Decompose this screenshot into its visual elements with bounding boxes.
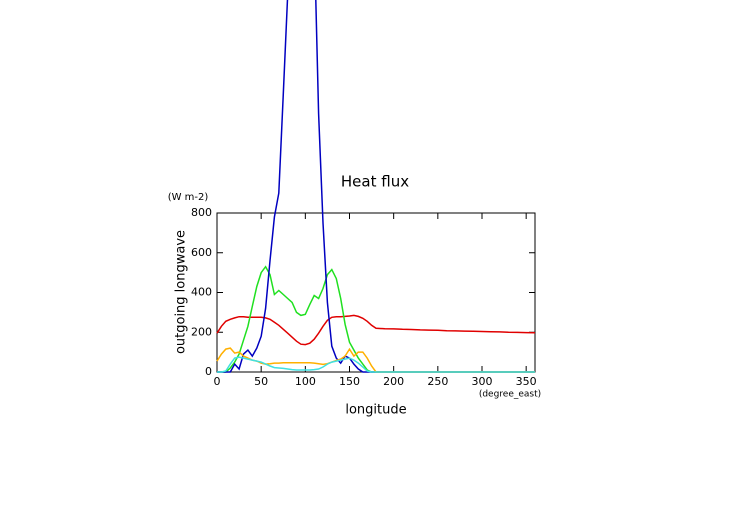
series-line xyxy=(217,356,535,373)
x-tick-label: 300 xyxy=(472,375,493,388)
x-tick-label: 150 xyxy=(339,375,360,388)
x-tick-label: 250 xyxy=(427,375,448,388)
x-tick-label: 350 xyxy=(516,375,537,388)
x-axis-label: longitude xyxy=(345,403,406,418)
y-axis-label: outgoing longwave xyxy=(174,230,189,354)
chart-title: Heat flux xyxy=(341,173,409,191)
series-line xyxy=(217,265,535,373)
y-tick-label: 400 xyxy=(191,286,212,299)
x-unit: (degree_east) xyxy=(479,390,541,400)
series-line xyxy=(216,314,536,346)
plot-frame xyxy=(216,212,536,373)
y-tick-label: 200 xyxy=(191,325,212,338)
y-tick-label: 800 xyxy=(191,206,212,219)
y-unit: (W m-2) xyxy=(168,192,209,203)
series-line xyxy=(216,347,535,373)
y-tick-label: 0 xyxy=(205,365,212,378)
x-tick-label: 0 xyxy=(214,375,221,388)
x-tick-label: 200 xyxy=(383,375,404,388)
x-tick-label: 50 xyxy=(254,375,268,388)
x-tick-label: 100 xyxy=(295,375,316,388)
y-tick-label: 600 xyxy=(191,246,212,259)
